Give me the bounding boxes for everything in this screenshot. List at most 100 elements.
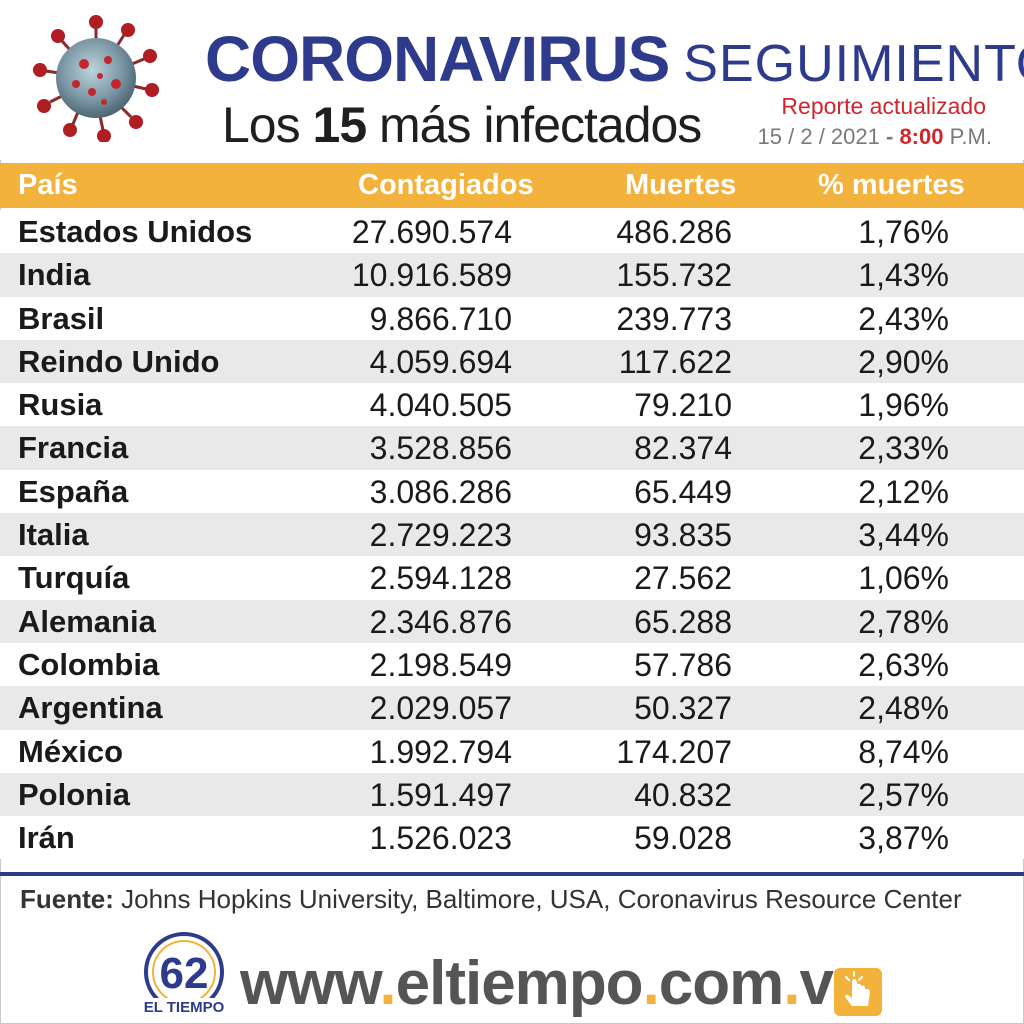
row-deaths: 65.288 <box>634 603 732 640</box>
row-country: Italia <box>18 517 89 553</box>
table-row: Alemania 2.346.876 65.288 2,78% <box>0 599 1024 643</box>
row-deaths: 93.835 <box>634 517 732 554</box>
row-country: Polonia <box>18 776 130 812</box>
row-pct: 2,63% <box>858 646 949 683</box>
row-pct: 8,74% <box>858 733 949 770</box>
row-pct: 2,43% <box>858 300 949 337</box>
row-deaths: 117.622 <box>618 343 732 380</box>
row-cases: 4.040.505 <box>369 387 512 424</box>
column-header-pct: % muertes <box>818 169 965 201</box>
row-deaths: 82.374 <box>634 430 732 467</box>
row-cases: 10.916.589 <box>351 257 512 294</box>
table-row: Rusia 4.040.505 79.210 1,96% <box>0 383 1024 427</box>
row-cases: 4.059.694 <box>369 343 512 380</box>
row-cases: 3.528.856 <box>369 430 512 467</box>
table-body: Estados Unidos 27.690.574 486.286 1,76% Indi… <box>0 210 1024 860</box>
row-pct: 2,48% <box>858 690 949 727</box>
url-dot: . <box>783 949 800 1018</box>
row-country: Francia <box>18 430 129 466</box>
table-row: Turquía 2.594.128 27.562 1,06% <box>0 556 1024 600</box>
row-deaths: 65.449 <box>634 473 732 510</box>
row-cases: 2.346.876 <box>369 603 512 640</box>
logo-number: 62 <box>160 949 209 998</box>
row-deaths: 486.286 <box>616 214 732 250</box>
table-row: Italia 2.729.223 93.835 3,44% <box>0 513 1024 557</box>
report-date: 15 / 2 / 2021 - 8:00 P.M. <box>758 124 992 150</box>
logo-text: EL TIEMPO <box>144 999 225 1016</box>
data-table: País Contagiados Muertes % muertes Estad… <box>0 163 1024 869</box>
header: CORONAVIRUS SEGUIMIENTO Los 15 más infect… <box>0 0 1024 160</box>
row-cases: 2.198.549 <box>369 646 512 683</box>
row-cases: 1.992.794 <box>369 733 512 770</box>
url-dot: . <box>642 949 660 1018</box>
row-deaths: 40.832 <box>634 776 732 813</box>
row-pct: 2,90% <box>858 343 949 380</box>
row-cases: 2.729.223 <box>369 517 512 554</box>
source-line: Fuente: Johns Hopkins University, Baltim… <box>20 884 962 915</box>
table-row: India 10.916.589 155.732 1,43% <box>0 253 1024 297</box>
row-cases: 2.594.128 <box>369 560 512 597</box>
row-cases: 2.029.057 <box>369 690 512 727</box>
row-deaths: 79.210 <box>634 387 732 424</box>
table-row: Reindo Unido 4.059.694 117.622 2,90% <box>0 339 1024 384</box>
url-dot: . <box>379 949 396 1018</box>
url-part-domain: eltiempo <box>395 949 644 1018</box>
table-row: Francia 3.528.856 82.374 2,33% <box>0 426 1024 470</box>
divider <box>0 872 1024 876</box>
row-cases: 1.591.497 <box>369 776 512 813</box>
url-part-com: com <box>658 949 784 1018</box>
url-part-www: www <box>240 949 380 1018</box>
subtitle-post: más infectados <box>366 97 702 153</box>
column-header-deaths: Muertes <box>625 169 737 201</box>
column-header-country: País <box>18 169 78 201</box>
row-country: España <box>18 473 129 509</box>
row-deaths: 50.327 <box>634 690 732 727</box>
subtitle-number: 15 <box>312 97 368 153</box>
report-label: Reporte actualizado <box>781 93 986 119</box>
table-row: Argentina 2.029.057 50.327 2,48% <box>0 686 1024 730</box>
row-country: Argentina <box>18 690 163 726</box>
row-cases: 9.866.710 <box>369 300 512 337</box>
title-bold: CORONAVIRUS <box>205 23 670 95</box>
row-pct: 2,57% <box>858 776 949 813</box>
title-thin: SEGUIMIENTO <box>683 35 1024 93</box>
row-pct: 1,76% <box>858 214 949 250</box>
row-cases: 3.086.286 <box>369 473 512 510</box>
row-pct: 1,43% <box>858 257 949 294</box>
row-country: Reindo Unido <box>18 343 220 379</box>
row-country: México <box>18 733 124 769</box>
row-country: Colombia <box>18 646 160 682</box>
row-pct: 3,87% <box>858 820 949 857</box>
subtitle-pre: Los <box>222 97 313 153</box>
row-country: Rusia <box>18 387 103 423</box>
row-deaths: 59.028 <box>634 820 732 857</box>
table-row: Irán 1.526.023 59.028 3,87% <box>0 816 1024 860</box>
table-row: México 1.992.794 174.207 8,74% <box>0 729 1024 773</box>
row-country: Estados Unidos <box>18 214 253 249</box>
row-cases: 27.690.574 <box>351 214 512 250</box>
row-country: Irán <box>18 820 75 856</box>
row-pct: 2,78% <box>858 603 949 640</box>
click-hand-icon <box>834 968 882 1016</box>
main-title: CORONAVIRUS SEGUIMIENTO <box>205 22 1024 96</box>
row-country: Turquía <box>18 560 130 596</box>
table-row: Estados Unidos 27.690.574 486.286 1,76% <box>0 210 1024 254</box>
row-pct: 2,12% <box>858 473 949 510</box>
report-time: 8:00 <box>899 124 944 149</box>
report-date-value: 15 / 2 / 2021 <box>757 124 880 149</box>
row-country: Alemania <box>18 603 156 639</box>
report-dash: - <box>879 124 900 149</box>
table-row: Polonia 1.591.497 40.832 2,57% <box>0 772 1024 817</box>
row-deaths: 57.786 <box>634 646 732 683</box>
row-pct: 2,33% <box>858 430 949 467</box>
row-deaths: 27.562 <box>634 560 732 597</box>
row-cases: 1.526.023 <box>369 820 512 857</box>
row-deaths: 155.732 <box>616 257 732 294</box>
source-text: Johns Hopkins University, Baltimore, USA… <box>113 884 962 914</box>
row-pct: 3,44% <box>858 517 949 554</box>
table-header: País Contagiados Muertes % muertes <box>0 163 1024 208</box>
row-deaths: 239.773 <box>616 300 732 337</box>
website-url[interactable]: www.eltiempo.com.ve <box>240 948 867 1019</box>
column-header-cases: Contagiados <box>358 169 534 201</box>
report-ampm: P.M. <box>943 124 992 149</box>
